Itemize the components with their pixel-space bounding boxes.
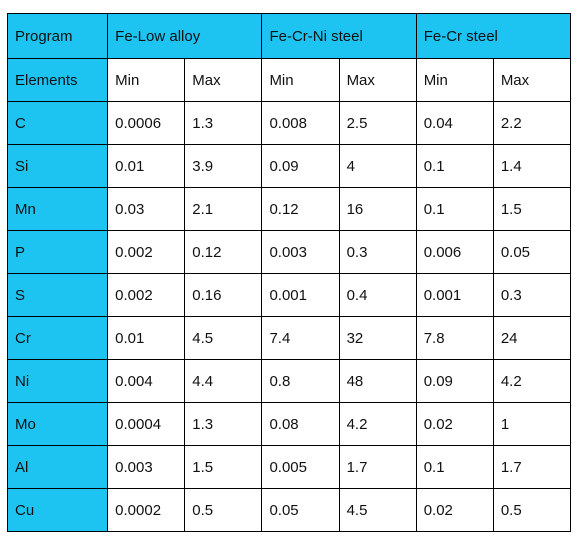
element-label: C: [6, 101, 109, 145]
element-label: Ni: [6, 359, 109, 403]
max-value-cell: 3.9: [184, 144, 263, 188]
min-value-cell: 0.008: [261, 101, 340, 145]
table-row: Si 0.01 3.9 0.09 4 0.1 1.4: [6, 144, 572, 188]
min-value-cell: 0.01: [107, 144, 186, 188]
max-value-cell: 0.5: [184, 488, 263, 532]
max-value-cell: 48: [338, 359, 417, 403]
max-value-cell: 2.5: [338, 101, 417, 145]
max-value-cell: 1: [492, 402, 572, 446]
max-value-cell: 1.7: [492, 445, 572, 489]
table-row: P 0.002 0.12 0.003 0.3 0.006 0.05: [6, 230, 572, 274]
composition-table: Program Fe-Low alloy Fe-Cr-Ni steel Fe-C…: [6, 13, 572, 532]
min-value-cell: 7.8: [415, 316, 494, 360]
max-value-cell: 0.05: [492, 230, 572, 274]
element-label: Mo: [6, 402, 109, 446]
max-value-cell: 1.5: [492, 187, 572, 231]
min-value-cell: 0.0004: [107, 402, 186, 446]
min-value-cell: 0.04: [415, 101, 494, 145]
max-value-cell: 2.1: [184, 187, 263, 231]
max-value-cell: 4.4: [184, 359, 263, 403]
max-value-cell: 0.16: [184, 273, 263, 317]
program-corner-label: Program: [6, 13, 109, 59]
max-value-cell: 0.12: [184, 230, 263, 274]
min-value-cell: 0.03: [107, 187, 186, 231]
max-value-cell: 4: [338, 144, 417, 188]
element-label: Si: [6, 144, 109, 188]
element-label: Al: [6, 445, 109, 489]
table-row: S 0.002 0.16 0.001 0.4 0.001 0.3: [6, 273, 572, 317]
table-row: Al 0.003 1.5 0.005 1.7 0.1 1.7: [6, 445, 572, 489]
table-row: Mo 0.0004 1.3 0.08 4.2 0.02 1: [6, 402, 572, 446]
max-value-cell: 1.3: [184, 402, 263, 446]
min-value-cell: 0.1: [415, 144, 494, 188]
max-value-cell: 4.2: [492, 359, 572, 403]
table-row: Mn 0.03 2.1 0.12 16 0.1 1.5: [6, 187, 572, 231]
min-value-cell: 0.0002: [107, 488, 186, 532]
min-value-cell: 0.1: [415, 445, 494, 489]
min-value-cell: 0.001: [261, 273, 340, 317]
min-value-cell: 0.003: [107, 445, 186, 489]
min-value-cell: 0.004: [107, 359, 186, 403]
max-value-cell: 0.4: [338, 273, 417, 317]
min-value-cell: 0.0006: [107, 101, 186, 145]
min-value-cell: 0.09: [415, 359, 494, 403]
max-value-cell: 4.2: [338, 402, 417, 446]
min-value-cell: 0.8: [261, 359, 340, 403]
min-value-cell: 7.4: [261, 316, 340, 360]
min-value-cell: 0.02: [415, 488, 494, 532]
element-label: Mn: [6, 187, 109, 231]
max-value-cell: 16: [338, 187, 417, 231]
min-value-cell: 0.12: [261, 187, 340, 231]
min-max-header-row: Elements Min Max Min Max Min Max: [6, 58, 572, 102]
min-value-cell: 0.002: [107, 273, 186, 317]
min-value-cell: 0.08: [261, 402, 340, 446]
max-value-cell: 1.7: [338, 445, 417, 489]
program-header-cr-ni-steel: Fe-Cr-Ni steel: [261, 13, 417, 59]
max-value-cell: 0.5: [492, 488, 572, 532]
max-value-cell: 2.2: [492, 101, 572, 145]
max-value-cell: 0.3: [492, 273, 572, 317]
element-label: P: [6, 230, 109, 274]
max-value-cell: 32: [338, 316, 417, 360]
max-value-cell: 1.5: [184, 445, 263, 489]
max-header: Max: [338, 58, 417, 102]
min-value-cell: 0.02: [415, 402, 494, 446]
program-header-cr-steel: Fe-Cr steel: [415, 13, 572, 59]
min-value-cell: 0.006: [415, 230, 494, 274]
min-value-cell: 0.09: [261, 144, 340, 188]
max-value-cell: 1.4: [492, 144, 572, 188]
max-value-cell: 24: [492, 316, 572, 360]
min-value-cell: 0.005: [261, 445, 340, 489]
max-value-cell: 4.5: [338, 488, 417, 532]
min-value-cell: 0.1: [415, 187, 494, 231]
min-value-cell: 0.01: [107, 316, 186, 360]
element-label: Cu: [6, 488, 109, 532]
program-header-low-alloy: Fe-Low alloy: [107, 13, 263, 59]
max-value-cell: 0.3: [338, 230, 417, 274]
table-row: C 0.0006 1.3 0.008 2.5 0.04 2.2: [6, 101, 572, 145]
program-header-row: Program Fe-Low alloy Fe-Cr-Ni steel Fe-C…: [6, 13, 572, 59]
table-row: Cu 0.0002 0.5 0.05 4.5 0.02 0.5: [6, 488, 572, 532]
elements-column-label: Elements: [6, 58, 109, 102]
max-header: Max: [184, 58, 263, 102]
min-value-cell: 0.003: [261, 230, 340, 274]
min-value-cell: 0.05: [261, 488, 340, 532]
table-row: Ni 0.004 4.4 0.8 48 0.09 4.2: [6, 359, 572, 403]
min-value-cell: 0.002: [107, 230, 186, 274]
max-value-cell: 4.5: [184, 316, 263, 360]
min-header: Min: [261, 58, 340, 102]
element-label: S: [6, 273, 109, 317]
max-value-cell: 1.3: [184, 101, 263, 145]
min-value-cell: 0.001: [415, 273, 494, 317]
table-row: Cr 0.01 4.5 7.4 32 7.8 24: [6, 316, 572, 360]
min-header: Min: [107, 58, 186, 102]
element-label: Cr: [6, 316, 109, 360]
max-header: Max: [492, 58, 572, 102]
min-header: Min: [415, 58, 494, 102]
